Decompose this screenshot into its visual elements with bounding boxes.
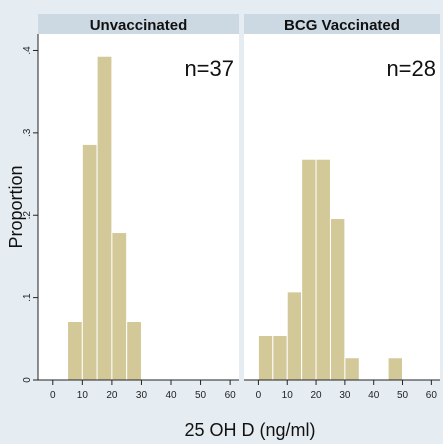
histogram-bar <box>301 158 317 381</box>
histogram-bar <box>81 143 98 381</box>
histogram-bar <box>257 335 274 381</box>
y-tick-label: .4 <box>22 46 33 55</box>
y-tick-label: .1 <box>22 293 33 302</box>
x-tick-label: 10 <box>282 390 294 401</box>
x-tick-label: 0 <box>50 390 56 401</box>
y-tick-label: .2 <box>22 211 33 220</box>
x-tick-label: 60 <box>225 390 237 401</box>
x-tick-label: 20 <box>106 390 118 401</box>
x-tick-label: 60 <box>426 390 438 401</box>
histogram-bar <box>111 232 128 381</box>
histogram-bar <box>329 218 346 381</box>
y-tick-label: .3 <box>22 128 33 137</box>
histogram-bar <box>96 55 113 381</box>
x-axis: 0 10 20 30 40 50 60 0 10 20 30 40 50 60 <box>38 379 440 401</box>
panel-unvaccinated-n-label: n=37 <box>184 56 234 81</box>
x-tick-label: 20 <box>310 390 322 401</box>
histogram-bar <box>272 335 288 381</box>
histogram-bar <box>387 357 404 381</box>
x-tick-label: 50 <box>397 390 409 401</box>
x-axis-title: 25 OH D (ng/ml) <box>184 420 315 440</box>
y-axis: 0 .1 .2 .3 .4 <box>22 34 39 383</box>
histogram-bar <box>315 158 331 381</box>
x-tick-label: 0 <box>256 390 262 401</box>
x-tick-label: 30 <box>136 390 148 401</box>
panel-bcg-header <box>244 14 440 34</box>
panel-bcg-title: BCG Vaccinated <box>284 17 400 34</box>
panel-unvaccinated-title: Unvaccinated <box>90 17 188 34</box>
histogram-bar <box>126 321 142 381</box>
histogram-bar <box>286 291 303 381</box>
y-tick-label: 0 <box>22 377 33 383</box>
panel-unvaccinated-header <box>38 14 239 34</box>
histogram-bar <box>344 357 360 381</box>
panel-bcg-n-label: n=28 <box>386 56 436 81</box>
x-tick-label: 10 <box>77 390 89 401</box>
x-tick-label: 40 <box>165 390 177 401</box>
x-tick-label: 50 <box>195 390 207 401</box>
x-tick-label: 40 <box>368 390 380 401</box>
y-axis-title: Proportion <box>6 165 26 248</box>
panel-bcg-bars <box>257 158 404 381</box>
histogram-bar <box>67 321 83 381</box>
x-tick-label: 30 <box>339 390 351 401</box>
